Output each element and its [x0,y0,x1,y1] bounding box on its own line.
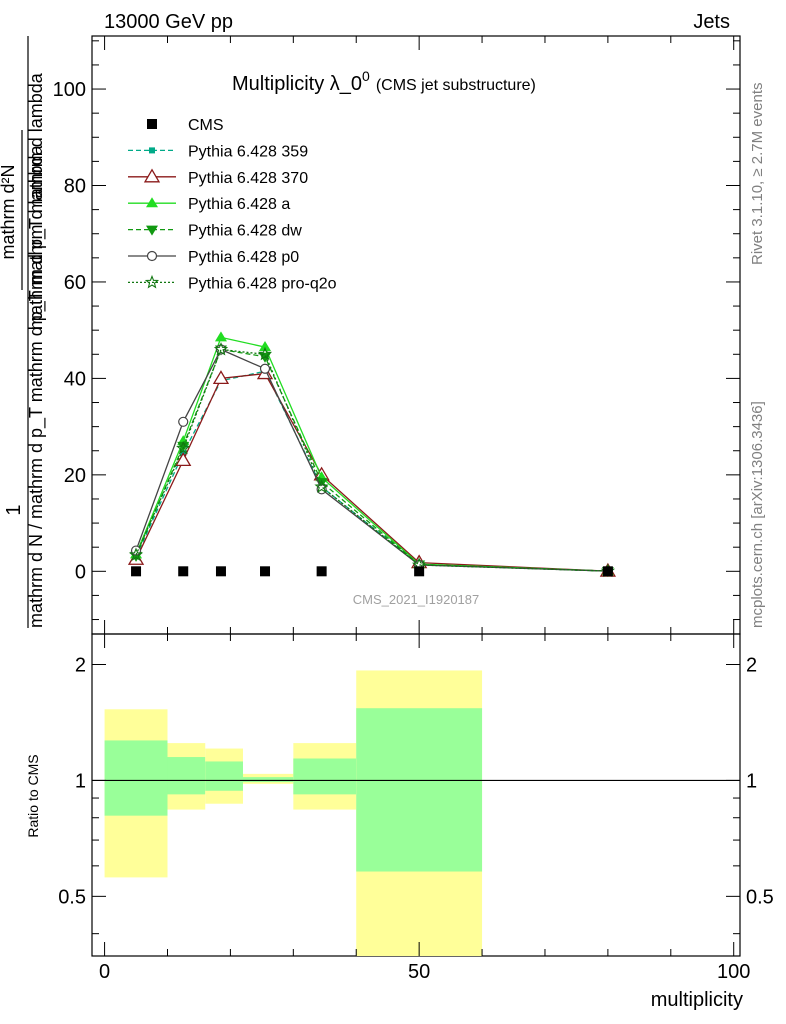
series-2 [130,331,614,576]
series-4-point [178,416,189,427]
main-y-tick-label: 20 [64,465,86,487]
ratio-axis-ticks: 0.5 0.5 1 1 2 2 0 50 100 [58,634,774,983]
legend-entry-1: Pythia 6.428 359 [128,143,308,160]
series-5-point [314,479,329,494]
ratio-y-tick-label-right: 2 [746,654,757,676]
cms-data-point [602,566,613,577]
header-energy-label: 13000 GeV pp [104,11,233,33]
main-y-label-denominator: mathrm d N / mathrm d p_T mathrm d p_T m… [26,145,47,628]
cms-data-point [131,566,142,577]
cms-data-points [131,566,613,577]
series-line-0 [135,370,608,572]
legend-marker [149,147,155,154]
x-axis-label: multiplicity [651,989,743,1011]
ratio-band-green-0 [104,740,168,816]
cms-data-point [316,566,327,577]
series-1-point [212,370,230,385]
legend-entry-3: Pythia 6.428 a [128,196,290,213]
main-y-label-right-num: mathrm d²N [0,164,18,259]
analysis-watermark: CMS_2021_I1920187 [353,592,480,607]
series-0 [133,368,611,575]
series-2-point [214,331,227,342]
ratio-band-green-5 [356,708,483,872]
mcplots-source-label: mcplots.cern.ch [arXiv:1306.3436] [749,401,766,628]
ratio-y-axis-label: Ratio to CMS [25,754,41,837]
legend-marker [146,250,158,262]
legend-marker [146,225,158,236]
cms-data-point [260,566,271,577]
main-y-tick-label: 100 [53,79,86,101]
legend-marker [147,119,157,129]
cms-data-point [178,566,189,577]
legend-label: Pythia 6.428 p0 [188,249,299,266]
main-y-axis-label: 1 mathrm d N / mathrm d p_T mathrm d p_T… [0,36,47,628]
series-1-point [175,452,192,467]
ratio-bands [104,670,483,956]
legend-entry-5: Pythia 6.428 p0 [128,249,299,266]
main-y-tick-label: 40 [64,368,86,390]
series-line-3 [135,348,608,572]
series-5-point [213,342,229,356]
legend-marker [144,274,160,289]
legend: CMS Pythia 6.428 359 Pythia 6.428 370 Pythi… [128,117,337,292]
legend-label: Pythia 6.428 a [188,196,290,213]
ratio-band-green-3 [242,777,294,783]
series-4-point [259,363,271,374]
plot-title-main: Multiplicity λ_0 [232,73,362,95]
main-y-tick-label: 80 [64,176,86,198]
series-5 [128,342,616,578]
main-y-label-right-den: mathrm d p_T mathrm d lambda [26,72,47,330]
rivet-version-label: Rivet 3.1.10, ≥ 2.7M events [749,83,766,266]
legend-label: Pythia 6.428 370 [188,170,308,187]
x-tick-label: 50 [408,961,430,983]
mc-series [127,331,617,578]
x-tick-label: 0 [99,961,110,983]
ratio-band-green-2 [205,761,243,791]
series-5-point [257,346,273,361]
plot-title-sup: 0 [362,68,370,84]
plot-title-paren: (CMS jet substructure) [376,77,536,94]
main-y-tick-label: 0 [75,561,86,583]
legend-entry-2: Pythia 6.428 370 [128,168,308,187]
legend-entry-0: CMS [147,117,224,134]
ratio-y-tick-label: 2 [75,654,86,676]
series-line-1 [135,372,608,572]
legend-entry-6: Pythia 6.428 pro-q2o [128,274,337,292]
header-category-label: Jets [693,11,730,33]
series-5-point [176,440,191,455]
ratio-y-tick-label: 0.5 [58,886,86,908]
cms-data-point [215,566,226,577]
legend-marker [143,168,161,183]
legend-label: Pythia 6.428 pro-q2o [188,275,337,292]
ratio-y-tick-label: 1 [75,770,86,792]
ratio-band-green-1 [167,757,206,795]
cms-data-point [414,566,425,577]
main-axis-ticks: 0 20 40 60 80 100 [53,36,740,634]
ratio-y-tick-label-right: 0.5 [746,886,774,908]
legend-marker [146,197,158,208]
ratio-band-green-4 [293,758,357,795]
main-y-tick-label: 60 [64,272,86,294]
series-line-4 [135,348,608,572]
legend-label: Pythia 6.428 dw [188,223,302,240]
ratio-y-tick-label-right: 1 [746,770,757,792]
legend-entry-4: Pythia 6.428 dw [128,223,302,240]
series-5-point [128,547,144,562]
series-2-point [259,341,272,352]
series-line-5 [135,348,608,572]
main-y-label-numerator: 1 [3,504,25,515]
legend-label: Pythia 6.428 359 [188,143,308,160]
series-3 [130,345,614,578]
plot-title: Multiplicity λ_00 (CMS jet substructure) [232,68,536,95]
series-3-point [315,478,328,489]
x-tick-label: 100 [717,961,750,983]
legend-label: CMS [188,117,224,134]
series-line-2 [135,336,608,572]
series-4 [130,344,613,577]
